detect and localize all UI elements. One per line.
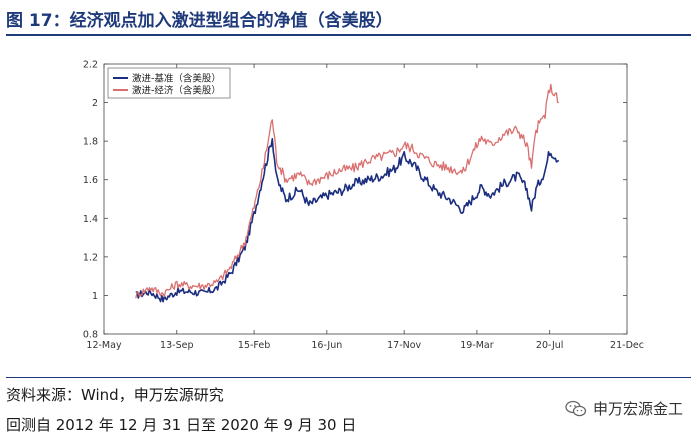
source-note: 资料来源：Wind，申万宏源研究 — [6, 386, 224, 404]
x-tick-label: 17-Nov — [387, 340, 421, 351]
x-axis: 12-May 13-Sep 15-Feb 16-Jun 17-Nov 19-Mar 20-J… — [86, 64, 644, 351]
y-tick-label: 2 — [92, 98, 98, 109]
wechat-icon — [565, 400, 587, 416]
legend-label-2: 激进-经济（含美股） — [132, 85, 221, 97]
x-tick-label: 12-May — [86, 340, 122, 351]
series-line-1 — [135, 138, 560, 303]
y-tick-label: 2.2 — [83, 60, 98, 71]
title-divider — [6, 34, 691, 36]
y-tick-label: 1.6 — [83, 175, 98, 186]
x-tick-label: 15-Feb — [238, 340, 270, 351]
legend-label-1: 激进-基准（含美股） — [132, 73, 221, 85]
x-tick-label: 19-Mar — [460, 340, 494, 351]
brand-name: 申万宏源金工 — [592, 400, 683, 418]
plot-area — [103, 63, 628, 335]
brand-badge: 申万宏源金工 — [565, 398, 683, 419]
x-tick-label: 16-Jun — [311, 340, 342, 351]
y-tick-label: 0.8 — [83, 330, 98, 341]
series-layer — [135, 83, 560, 303]
line-chart: 0.811.21.41.61.822.2 12-May 13-Sep 15-Feb 1… — [83, 60, 644, 352]
x-tick-label: 13-Sep — [160, 340, 193, 351]
backtest-period-note: 回测自 2012 年 12 月 31 日至 2020 年 9 月 30 日 — [6, 416, 357, 434]
legend: 激进-基准（含美股）激进-经济（含美股） — [107, 67, 231, 99]
footer-divider — [6, 377, 691, 378]
x-tick-label: 20-Jul — [536, 340, 564, 351]
x-tick-label: 21-Dec — [610, 340, 644, 351]
y-axis: 0.8 1 1.2 1.4 1.6 1.8 2 2.2 — [83, 60, 627, 341]
y-tick-label: 1 — [92, 291, 98, 302]
y-tick-label: 1.4 — [83, 214, 98, 225]
y-tick-label: 1.8 — [83, 137, 98, 148]
y-tick-label: 1.2 — [83, 252, 98, 263]
figure-title: 图 17：经济观点加入激进型组合的净值（含美股） — [6, 11, 393, 31]
legend-box — [107, 67, 231, 99]
series-line-2 — [135, 83, 559, 299]
